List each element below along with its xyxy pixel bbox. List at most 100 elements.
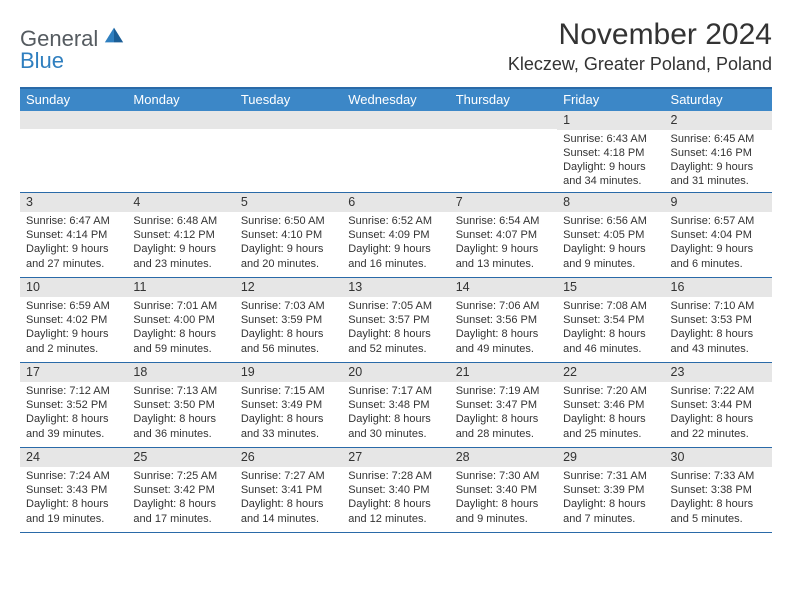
- daylight-text: Daylight: 8 hours and 28 minutes.: [456, 412, 551, 440]
- sunrise-text: Sunrise: 7:25 AM: [133, 469, 228, 483]
- day-header: Wednesday: [342, 89, 449, 111]
- sunrise-text: Sunrise: 6:47 AM: [26, 214, 121, 228]
- sunrise-text: Sunrise: 7:20 AM: [563, 384, 658, 398]
- day-number: 21: [450, 363, 557, 382]
- sunrise-text: Sunrise: 7:03 AM: [241, 299, 336, 313]
- day-number: 6: [342, 193, 449, 212]
- day-details: Sunrise: 7:25 AMSunset: 3:42 PMDaylight:…: [127, 467, 234, 529]
- day-number: 11: [127, 278, 234, 297]
- day-cell: 4Sunrise: 6:48 AMSunset: 4:12 PMDaylight…: [127, 193, 234, 277]
- day-number: [127, 111, 234, 129]
- day-header: Saturday: [665, 89, 772, 111]
- sunset-text: Sunset: 4:02 PM: [26, 313, 121, 327]
- day-details: Sunrise: 6:59 AMSunset: 4:02 PMDaylight:…: [20, 297, 127, 359]
- day-number: 20: [342, 363, 449, 382]
- day-details: Sunrise: 6:47 AMSunset: 4:14 PMDaylight:…: [20, 212, 127, 274]
- daylight-text: Daylight: 8 hours and 43 minutes.: [671, 327, 766, 355]
- day-number: 13: [342, 278, 449, 297]
- day-number: 12: [235, 278, 342, 297]
- day-cell: 17Sunrise: 7:12 AMSunset: 3:52 PMDayligh…: [20, 363, 127, 447]
- daylight-text: Daylight: 8 hours and 30 minutes.: [348, 412, 443, 440]
- sunrise-text: Sunrise: 7:33 AM: [671, 469, 766, 483]
- sunrise-text: Sunrise: 7:01 AM: [133, 299, 228, 313]
- day-cell: 2Sunrise: 6:45 AMSunset: 4:16 PMDaylight…: [665, 111, 772, 192]
- day-cell: 15Sunrise: 7:08 AMSunset: 3:54 PMDayligh…: [557, 278, 664, 362]
- week-row: 24Sunrise: 7:24 AMSunset: 3:43 PMDayligh…: [20, 448, 772, 533]
- day-details: Sunrise: 7:12 AMSunset: 3:52 PMDaylight:…: [20, 382, 127, 444]
- day-number: 7: [450, 193, 557, 212]
- daylight-text: Daylight: 9 hours and 13 minutes.: [456, 242, 551, 270]
- daylight-text: Daylight: 9 hours and 31 minutes.: [671, 160, 766, 188]
- day-cell: [127, 111, 234, 192]
- day-details: Sunrise: 7:24 AMSunset: 3:43 PMDaylight:…: [20, 467, 127, 529]
- sunset-text: Sunset: 3:42 PM: [133, 483, 228, 497]
- sunset-text: Sunset: 3:41 PM: [241, 483, 336, 497]
- day-cell: 11Sunrise: 7:01 AMSunset: 4:00 PMDayligh…: [127, 278, 234, 362]
- sunset-text: Sunset: 3:59 PM: [241, 313, 336, 327]
- sunset-text: Sunset: 3:53 PM: [671, 313, 766, 327]
- day-number: 15: [557, 278, 664, 297]
- week-row: 17Sunrise: 7:12 AMSunset: 3:52 PMDayligh…: [20, 363, 772, 448]
- day-details: Sunrise: 6:54 AMSunset: 4:07 PMDaylight:…: [450, 212, 557, 274]
- day-number: 3: [20, 193, 127, 212]
- day-number: 8: [557, 193, 664, 212]
- day-number: [235, 111, 342, 129]
- sunset-text: Sunset: 3:48 PM: [348, 398, 443, 412]
- daylight-text: Daylight: 8 hours and 49 minutes.: [456, 327, 551, 355]
- sunset-text: Sunset: 4:10 PM: [241, 228, 336, 242]
- daylight-text: Daylight: 9 hours and 27 minutes.: [26, 242, 121, 270]
- sunset-text: Sunset: 3:49 PM: [241, 398, 336, 412]
- sunset-text: Sunset: 4:12 PM: [133, 228, 228, 242]
- day-cell: 9Sunrise: 6:57 AMSunset: 4:04 PMDaylight…: [665, 193, 772, 277]
- sunset-text: Sunset: 3:52 PM: [26, 398, 121, 412]
- sunrise-text: Sunrise: 7:10 AM: [671, 299, 766, 313]
- sunrise-text: Sunrise: 6:57 AM: [671, 214, 766, 228]
- day-number: 16: [665, 278, 772, 297]
- daylight-text: Daylight: 8 hours and 36 minutes.: [133, 412, 228, 440]
- daylight-text: Daylight: 8 hours and 12 minutes.: [348, 497, 443, 525]
- sunrise-text: Sunrise: 6:54 AM: [456, 214, 551, 228]
- day-cell: 7Sunrise: 6:54 AMSunset: 4:07 PMDaylight…: [450, 193, 557, 277]
- day-cell: 13Sunrise: 7:05 AMSunset: 3:57 PMDayligh…: [342, 278, 449, 362]
- day-details: Sunrise: 7:28 AMSunset: 3:40 PMDaylight:…: [342, 467, 449, 529]
- sunrise-text: Sunrise: 7:24 AM: [26, 469, 121, 483]
- daylight-text: Daylight: 8 hours and 59 minutes.: [133, 327, 228, 355]
- sunrise-text: Sunrise: 6:48 AM: [133, 214, 228, 228]
- day-number: [20, 111, 127, 129]
- day-number: 26: [235, 448, 342, 467]
- sunset-text: Sunset: 4:16 PM: [671, 146, 766, 160]
- day-header: Tuesday: [235, 89, 342, 111]
- day-cell: 6Sunrise: 6:52 AMSunset: 4:09 PMDaylight…: [342, 193, 449, 277]
- day-details: Sunrise: 6:56 AMSunset: 4:05 PMDaylight:…: [557, 212, 664, 274]
- day-number: 5: [235, 193, 342, 212]
- sunrise-text: Sunrise: 7:19 AM: [456, 384, 551, 398]
- sunrise-text: Sunrise: 7:28 AM: [348, 469, 443, 483]
- day-number: 25: [127, 448, 234, 467]
- daylight-text: Daylight: 8 hours and 19 minutes.: [26, 497, 121, 525]
- day-details: Sunrise: 7:03 AMSunset: 3:59 PMDaylight:…: [235, 297, 342, 359]
- sunrise-text: Sunrise: 7:08 AM: [563, 299, 658, 313]
- day-cell: 21Sunrise: 7:19 AMSunset: 3:47 PMDayligh…: [450, 363, 557, 447]
- daylight-text: Daylight: 9 hours and 20 minutes.: [241, 242, 336, 270]
- day-details: Sunrise: 6:52 AMSunset: 4:09 PMDaylight:…: [342, 212, 449, 274]
- week-row: 10Sunrise: 6:59 AMSunset: 4:02 PMDayligh…: [20, 278, 772, 363]
- sunset-text: Sunset: 3:56 PM: [456, 313, 551, 327]
- sunrise-text: Sunrise: 6:56 AM: [563, 214, 658, 228]
- day-header: Sunday: [20, 89, 127, 111]
- sunset-text: Sunset: 3:57 PM: [348, 313, 443, 327]
- day-header: Monday: [127, 89, 234, 111]
- day-details: Sunrise: 7:31 AMSunset: 3:39 PMDaylight:…: [557, 467, 664, 529]
- sunrise-text: Sunrise: 7:06 AM: [456, 299, 551, 313]
- day-details: Sunrise: 7:30 AMSunset: 3:40 PMDaylight:…: [450, 467, 557, 529]
- daylight-text: Daylight: 8 hours and 9 minutes.: [456, 497, 551, 525]
- day-cell: 1Sunrise: 6:43 AMSunset: 4:18 PMDaylight…: [557, 111, 664, 192]
- day-header-row: SundayMondayTuesdayWednesdayThursdayFrid…: [20, 89, 772, 111]
- daylight-text: Daylight: 8 hours and 7 minutes.: [563, 497, 658, 525]
- day-details: Sunrise: 6:45 AMSunset: 4:16 PMDaylight:…: [665, 130, 772, 192]
- day-cell: [450, 111, 557, 192]
- day-cell: 24Sunrise: 7:24 AMSunset: 3:43 PMDayligh…: [20, 448, 127, 532]
- daylight-text: Daylight: 9 hours and 2 minutes.: [26, 327, 121, 355]
- day-number: 18: [127, 363, 234, 382]
- day-cell: 30Sunrise: 7:33 AMSunset: 3:38 PMDayligh…: [665, 448, 772, 532]
- sunrise-text: Sunrise: 6:59 AM: [26, 299, 121, 313]
